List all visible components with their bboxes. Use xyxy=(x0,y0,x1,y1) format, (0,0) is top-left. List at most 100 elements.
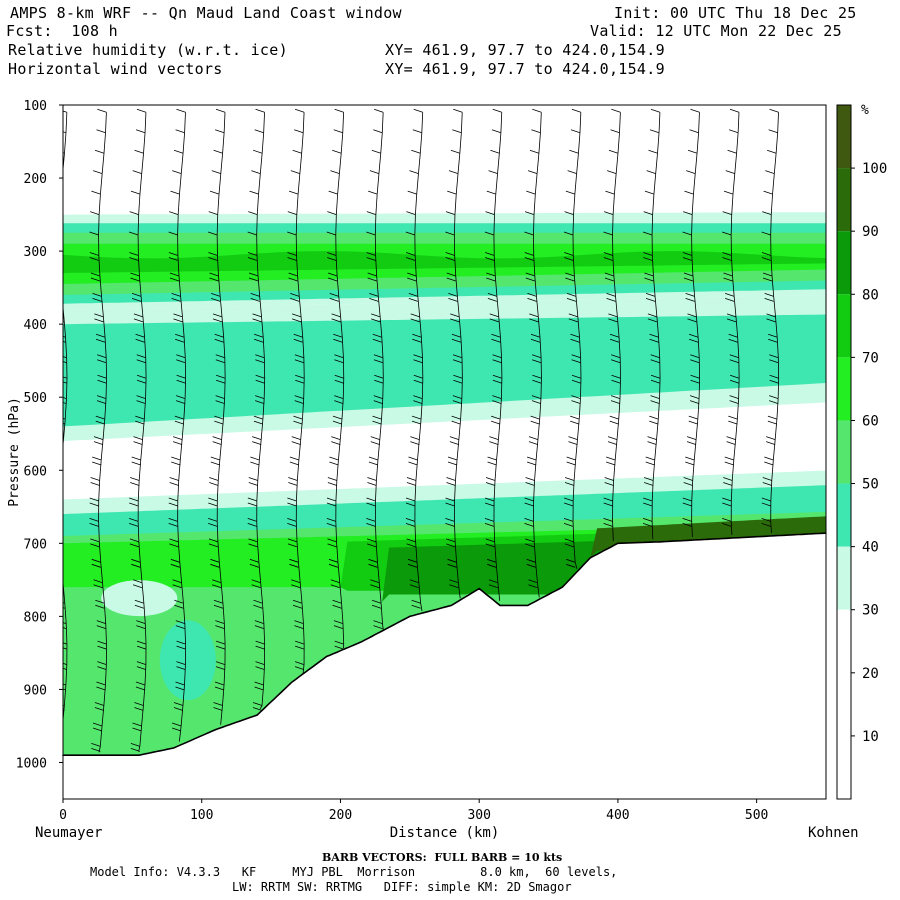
wind-barb-shaft xyxy=(337,173,340,195)
wind-barb-flag xyxy=(566,298,577,302)
wind-barb-flag xyxy=(332,599,342,604)
wind-barb-shaft xyxy=(692,275,696,297)
wind-barb-shaft xyxy=(338,153,342,174)
wind-barb-shaft xyxy=(618,337,621,358)
wind-barb-shaft xyxy=(137,521,140,542)
wind-barb-flag xyxy=(169,477,179,481)
wind-barb-shaft xyxy=(658,112,661,133)
wind-barb-flag xyxy=(176,359,186,364)
wind-barb-shaft xyxy=(219,296,223,317)
wind-barb-flag xyxy=(294,666,305,670)
wind-barb-flag xyxy=(645,298,656,302)
wind-barb-flag xyxy=(445,252,455,256)
wind-barb-shaft xyxy=(101,705,105,726)
wind-barb-shaft xyxy=(534,173,538,195)
wind-barb-flag xyxy=(208,497,218,502)
wind-barb-shaft xyxy=(295,521,298,542)
wind-barb-flag xyxy=(373,620,383,625)
wind-barb-shaft xyxy=(297,275,300,297)
wind-barb-shaft xyxy=(497,153,500,174)
wind-barb-shaft xyxy=(380,132,383,154)
wind-barb-flag xyxy=(255,379,265,384)
wind-barb-flag xyxy=(767,420,778,425)
wind-barb-flag xyxy=(682,518,692,522)
colorbar-swatch xyxy=(837,231,851,295)
wind-barb-flag xyxy=(288,190,299,195)
wind-barb-shaft xyxy=(731,255,733,276)
wind-barb-flag xyxy=(723,272,733,277)
wind-barb-flag xyxy=(135,415,145,420)
wind-barb-flag xyxy=(252,702,263,706)
colorbar-label: 50 xyxy=(862,477,879,493)
wind-barb-flag xyxy=(252,318,262,323)
wind-barb-flag xyxy=(604,482,614,486)
wind-barb-flag xyxy=(331,313,341,318)
wind-barb-shaft xyxy=(179,562,183,583)
wind-barb-flag xyxy=(531,395,542,400)
wind-barb-flag xyxy=(409,579,419,584)
wind-barb-flag xyxy=(294,354,305,359)
wind-barb-flag xyxy=(405,502,416,507)
wind-barb-flag xyxy=(769,379,779,384)
wind-barb-flag xyxy=(211,298,221,302)
wind-barb-shaft xyxy=(613,460,616,481)
wind-barb-flag xyxy=(611,379,621,384)
wind-barb-flag xyxy=(761,518,771,522)
x-tick-label: 200 xyxy=(329,808,352,823)
wind-barb-flag xyxy=(643,252,653,256)
wind-barb-flag xyxy=(368,190,378,195)
wind-barb-flag xyxy=(722,252,732,256)
wind-barb-flag xyxy=(333,338,343,343)
wind-barb-shaft xyxy=(296,255,298,276)
wind-barb-flag xyxy=(247,502,257,507)
wind-barb-shaft xyxy=(534,275,537,297)
wind-barb-flag xyxy=(722,518,732,522)
wind-barb-flag xyxy=(291,584,301,589)
wind-barb-flag xyxy=(532,374,542,379)
wind-barb-shaft xyxy=(652,194,655,215)
y-tick-label: 100 xyxy=(24,99,47,114)
wind-barb-flag xyxy=(728,415,738,420)
wind-barb-flag xyxy=(688,420,698,425)
wind-barb-shaft xyxy=(736,132,739,154)
wind-barb-shaft xyxy=(139,725,142,747)
wind-barb-shaft xyxy=(256,255,259,276)
wind-barb-shaft xyxy=(142,316,145,338)
wind-barb-shaft xyxy=(573,541,576,563)
wind-barb-shaft xyxy=(139,562,143,583)
wind-barb-shaft xyxy=(177,541,181,563)
wind-barb-flag xyxy=(249,558,260,563)
wind-barb-shaft xyxy=(414,480,417,501)
wind-barb-shaft xyxy=(99,275,102,297)
wind-barb-flag xyxy=(94,313,104,318)
wind-barb-column xyxy=(524,108,542,598)
wind-barb-shaft xyxy=(691,521,693,538)
wind-barb-flag xyxy=(334,645,344,650)
wind-barb-shaft xyxy=(619,112,621,133)
wind-barb-flag xyxy=(333,129,343,134)
wind-barb-flag xyxy=(176,354,186,359)
wind-barb-flag xyxy=(50,503,59,506)
wind-barb-flag xyxy=(174,420,184,425)
wind-barb-flag xyxy=(408,461,418,466)
wind-barb-flag xyxy=(764,461,774,466)
wind-barb-flag xyxy=(370,436,380,440)
wind-barb-shaft xyxy=(419,132,423,154)
wind-barb-flag xyxy=(329,293,339,297)
wind-barb-flag xyxy=(294,129,304,134)
wind-barb-shaft xyxy=(59,521,60,541)
wind-barb-shaft xyxy=(301,603,304,624)
wind-barb-shaft xyxy=(457,582,461,599)
wind-barb-flag xyxy=(490,149,500,154)
wind-barb-flag xyxy=(448,170,459,175)
wind-barb-flag xyxy=(729,108,740,113)
wind-barb-shaft xyxy=(103,603,107,624)
wind-barb-shaft xyxy=(263,623,266,645)
wind-barb-shaft xyxy=(138,460,142,481)
wind-barb-flag xyxy=(253,415,264,420)
wind-barb-shaft xyxy=(183,337,186,358)
wind-barb-flag xyxy=(129,538,139,543)
wind-barb-flag xyxy=(452,400,462,405)
wind-barb-shaft xyxy=(177,480,180,501)
wind-barb-shaft xyxy=(536,296,539,317)
